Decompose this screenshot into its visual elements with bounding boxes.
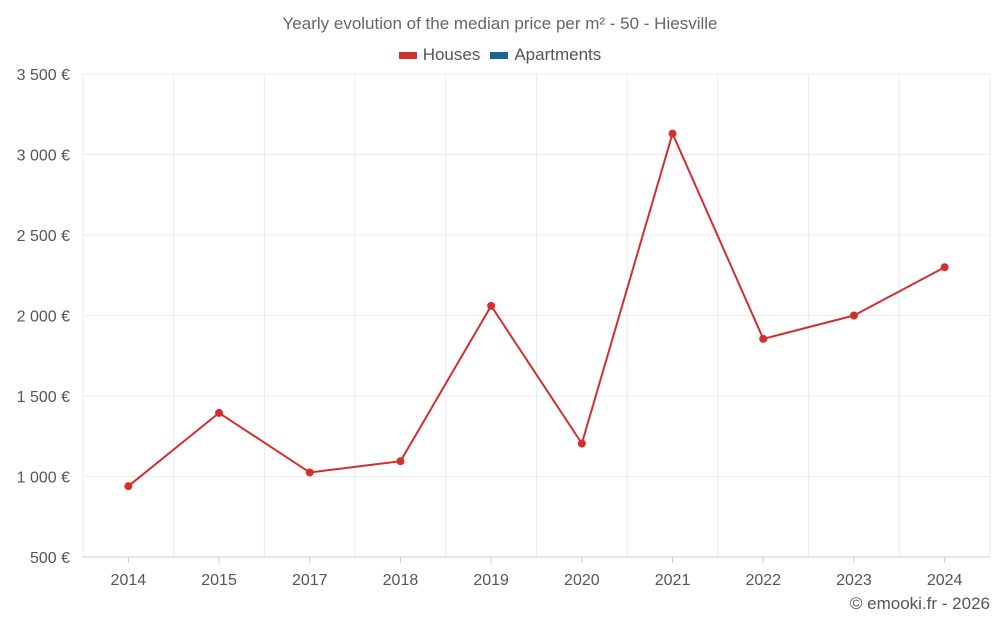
legend-swatch-houses (398, 51, 417, 59)
data-point-houses (849, 311, 858, 320)
x-tick-label: 2021 (655, 572, 691, 589)
data-point-houses (940, 263, 949, 272)
footer-credit: © emooki.fr - 2026 (849, 594, 990, 613)
chart-title: Yearly evolution of the median price per… (282, 14, 718, 33)
data-point-houses (577, 439, 586, 448)
data-point-houses (759, 334, 768, 343)
legend-label-apartments: Apartments (514, 45, 602, 64)
data-point-houses (305, 468, 314, 477)
data-point-houses (668, 129, 677, 138)
x-tick-label: 2017 (292, 572, 328, 589)
series-line-houses (127, 132, 946, 487)
legend-label-houses: Houses (422, 45, 481, 64)
data-point-houses (215, 408, 224, 417)
y-tick-label: 500 € (30, 550, 70, 567)
x-tick-label: 2019 (473, 572, 509, 589)
y-tick-label: 1 500 € (17, 389, 70, 406)
legend-swatch-apartments (490, 51, 509, 59)
x-tick-label: 2020 (564, 572, 600, 589)
x-tick-label: 2015 (201, 572, 237, 589)
legend-item-houses[interactable]: Houses (398, 45, 481, 65)
y-tick-label: 1 000 € (17, 470, 70, 487)
data-point-houses (124, 482, 133, 491)
legend: Houses Apartments (0, 45, 1000, 65)
x-tick-label: 2024 (927, 572, 963, 589)
y-tick-label: 2 000 € (17, 309, 70, 326)
x-tick-label: 2018 (383, 572, 419, 589)
x-tick-label: 2023 (836, 572, 872, 589)
x-tick-label: 2014 (111, 572, 147, 589)
data-point-houses (396, 457, 405, 466)
x-tick-label: 2022 (745, 572, 781, 589)
y-tick-label: 3 500 € (17, 67, 70, 84)
y-tick-label: 3 000 € (17, 148, 70, 165)
y-tick-label: 2 500 € (17, 228, 70, 245)
legend-item-apartments[interactable]: Apartments (490, 45, 601, 65)
data-point-houses (487, 301, 496, 310)
